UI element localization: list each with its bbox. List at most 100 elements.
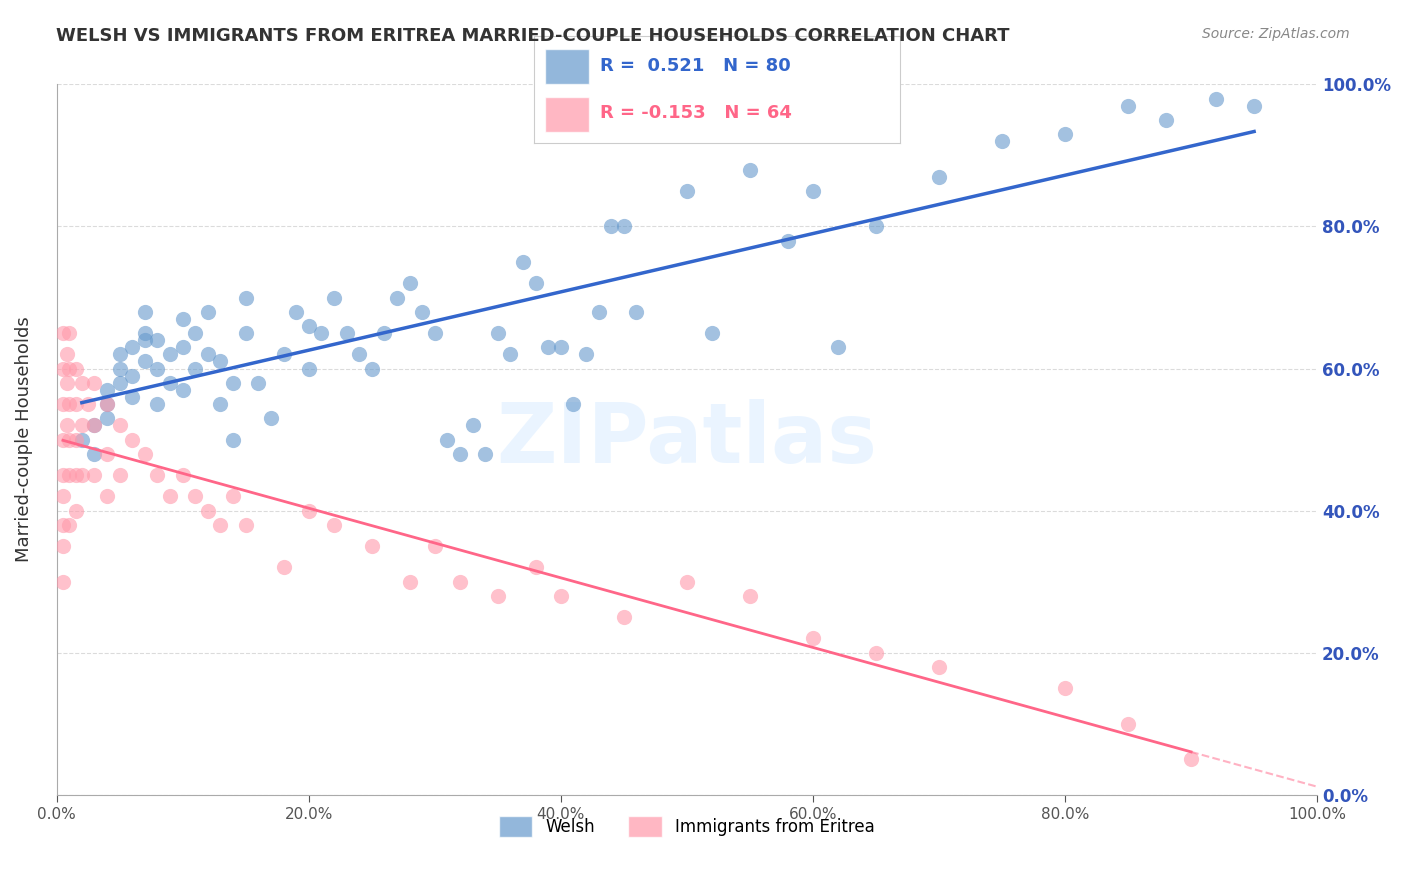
Point <box>146 333 169 347</box>
Point <box>423 539 446 553</box>
Point <box>52 326 75 340</box>
Point <box>65 503 87 517</box>
Point <box>159 376 181 390</box>
Point <box>298 503 321 517</box>
Point <box>108 418 131 433</box>
Point <box>423 326 446 340</box>
Point <box>96 397 118 411</box>
Point <box>52 397 75 411</box>
Point <box>65 361 87 376</box>
Point <box>58 517 80 532</box>
Point <box>1243 99 1265 113</box>
Point <box>172 383 194 397</box>
Point <box>65 433 87 447</box>
Point <box>499 347 522 361</box>
Point <box>134 326 156 340</box>
Point <box>486 589 509 603</box>
Point <box>449 574 471 589</box>
Point <box>52 517 75 532</box>
Point <box>209 397 232 411</box>
Point <box>360 539 382 553</box>
Point <box>676 184 699 198</box>
Point <box>96 489 118 503</box>
Point <box>613 219 636 234</box>
Point <box>222 489 245 503</box>
Point <box>65 397 87 411</box>
Point <box>1053 127 1076 141</box>
Point <box>1154 112 1177 127</box>
Text: R = -0.153   N = 64: R = -0.153 N = 64 <box>600 103 792 121</box>
Point <box>512 255 534 269</box>
Point <box>385 291 408 305</box>
Point <box>738 589 761 603</box>
Point <box>209 517 232 532</box>
Text: WELSH VS IMMIGRANTS FROM ERITREA MARRIED-COUPLE HOUSEHOLDS CORRELATION CHART: WELSH VS IMMIGRANTS FROM ERITREA MARRIED… <box>56 27 1010 45</box>
Point <box>172 311 194 326</box>
Point <box>197 503 219 517</box>
Point <box>52 433 75 447</box>
Point <box>700 326 723 340</box>
Point <box>801 184 824 198</box>
Point <box>235 291 257 305</box>
Point <box>1116 99 1139 113</box>
Y-axis label: Married-couple Households: Married-couple Households <box>15 317 32 563</box>
Point <box>77 397 100 411</box>
Point <box>273 347 295 361</box>
Point <box>260 411 283 425</box>
Point <box>184 489 207 503</box>
Point <box>247 376 270 390</box>
Point <box>865 219 887 234</box>
Point <box>436 433 458 447</box>
Text: Source: ZipAtlas.com: Source: ZipAtlas.com <box>1202 27 1350 41</box>
Point <box>398 277 420 291</box>
Point <box>96 411 118 425</box>
Point <box>776 234 799 248</box>
Point <box>991 134 1014 148</box>
Point <box>83 418 105 433</box>
Point <box>1053 681 1076 695</box>
Point <box>550 340 572 354</box>
Point <box>398 574 420 589</box>
Point <box>676 574 699 589</box>
Point <box>55 347 77 361</box>
Point <box>121 340 143 354</box>
Point <box>550 589 572 603</box>
Point <box>172 340 194 354</box>
Point <box>159 489 181 503</box>
Point <box>197 304 219 318</box>
Point <box>134 333 156 347</box>
Point <box>134 304 156 318</box>
Point <box>108 347 131 361</box>
Point <box>285 304 308 318</box>
Point <box>562 397 585 411</box>
Point <box>146 468 169 483</box>
FancyBboxPatch shape <box>546 96 589 132</box>
Point <box>360 361 382 376</box>
Point <box>298 318 321 333</box>
Point <box>235 326 257 340</box>
Point <box>298 361 321 376</box>
Point <box>865 646 887 660</box>
Point <box>928 660 950 674</box>
Point <box>52 468 75 483</box>
Point <box>121 433 143 447</box>
Point <box>159 347 181 361</box>
Point <box>209 354 232 368</box>
Legend: Welsh, Immigrants from Eritrea: Welsh, Immigrants from Eritrea <box>492 810 882 843</box>
Point <box>1205 92 1227 106</box>
Point <box>449 447 471 461</box>
Point <box>96 397 118 411</box>
Point <box>323 517 346 532</box>
Point <box>58 433 80 447</box>
Point <box>373 326 395 340</box>
Point <box>588 304 610 318</box>
Point <box>134 447 156 461</box>
Point <box>96 383 118 397</box>
Point <box>96 447 118 461</box>
Point <box>474 447 496 461</box>
Point <box>172 468 194 483</box>
Point <box>928 169 950 184</box>
Text: ZIPatlas: ZIPatlas <box>496 399 877 480</box>
Point <box>52 489 75 503</box>
Point <box>121 390 143 404</box>
